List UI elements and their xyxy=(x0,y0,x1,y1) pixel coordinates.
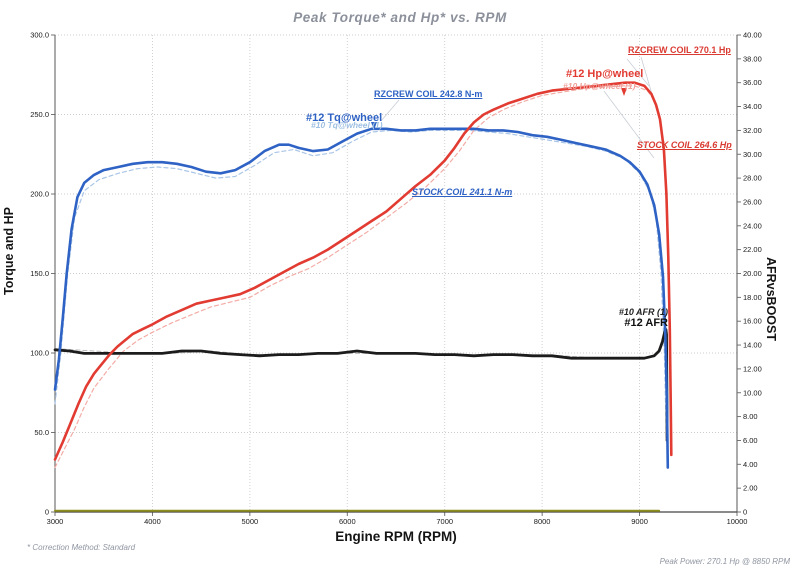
y-right-tick-label: 0 xyxy=(743,508,747,517)
y-left-tick-label: 100.0 xyxy=(30,349,49,358)
correction-method-note: * Correction Method: Standard xyxy=(27,543,136,552)
x-tick-label: 10000 xyxy=(727,517,748,526)
y-right-tick-label: 8.00 xyxy=(743,412,758,421)
leader-line xyxy=(626,58,650,87)
y-right-tick-label: 4.00 xyxy=(743,460,758,469)
y-axis-left-title: Torque and HP xyxy=(2,207,16,295)
y-right-tick-label: 10.00 xyxy=(743,388,762,397)
x-tick-label: 7000 xyxy=(436,517,453,526)
y-right-tick-label: 36.00 xyxy=(743,78,762,87)
chart-title: Peak Torque* and Hp* vs. RPM xyxy=(293,10,507,25)
y-right-tick-label: 22.00 xyxy=(743,245,762,254)
y-right-tick-label: 34.00 xyxy=(743,102,762,111)
y-left-tick-label: 300.0 xyxy=(30,31,49,40)
series-12-tq-wheel xyxy=(53,127,670,469)
y-left-tick-label: 150.0 xyxy=(30,269,49,278)
y-right-tick-label: 28.00 xyxy=(743,174,762,183)
y-right-tick-label: 30.00 xyxy=(743,150,762,159)
annotation-hp10-label: #10 Hp@wheel (1) xyxy=(563,81,636,91)
leader-line xyxy=(380,99,400,122)
y-right-tick-label: 6.00 xyxy=(743,436,758,445)
leader-line xyxy=(603,90,655,159)
annotation-stock-coil-hp: STOCK COIL 264.6 Hp xyxy=(637,140,732,150)
x-tick-label: 4000 xyxy=(144,517,161,526)
y-right-tick-label: 38.00 xyxy=(743,54,762,63)
y-right-tick-label: 26.00 xyxy=(743,197,762,206)
y-left-tick-label: 50.0 xyxy=(34,428,49,437)
y-right-tick-label: 14.00 xyxy=(743,341,762,350)
y-right-tick-label: 40.00 xyxy=(743,31,762,40)
series-12-afr xyxy=(53,328,669,442)
annotation-tq12-label: #12 Tq@wheel xyxy=(306,112,383,124)
y-right-tick-label: 32.00 xyxy=(743,126,762,135)
y-left-tick-label: 200.0 xyxy=(30,190,49,199)
series-10-afr-1 xyxy=(54,329,668,418)
annotation-rzcrew-coil-hp: RZCREW COIL 270.1 Hp xyxy=(628,45,731,55)
annotation-afr12-label: #12 AFR xyxy=(624,317,668,329)
y-axis-right-title: AFRvsBOOST xyxy=(764,256,778,342)
annotation-stock-coil-tq: STOCK COIL 241.1 N-m xyxy=(412,187,513,197)
marker-hp-pointer xyxy=(621,88,627,96)
y-left-tick-label: 0 xyxy=(45,508,49,517)
y-right-tick-label: 16.00 xyxy=(743,317,762,326)
y-right-tick-label: 12.00 xyxy=(743,364,762,373)
annotation-tq10-label: #10 Tq@wheel (1) xyxy=(311,120,383,130)
series-12-hp-wheel xyxy=(53,81,673,461)
annotation-hp12-label: #12 Hp@wheel xyxy=(566,68,644,80)
annotation-rzcrew-coil-tq: RZCREW COIL 242.8 N-m xyxy=(374,89,483,99)
marker-tq-pointer xyxy=(371,122,377,130)
x-tick-label: 5000 xyxy=(242,517,259,526)
series-10-hp-wheel-1 xyxy=(54,85,672,469)
y-right-tick-label: 24.00 xyxy=(743,221,762,230)
y-left-tick-label: 250.0 xyxy=(30,110,49,119)
y-right-tick-label: 18.00 xyxy=(743,293,762,302)
y-right-tick-label: 2.00 xyxy=(743,484,758,493)
x-tick-label: 3000 xyxy=(47,517,64,526)
annotation-afr10-label: #10 AFR (1) xyxy=(618,307,668,317)
x-axis-title: Engine RPM (RPM) xyxy=(335,529,457,544)
y-right-tick-label: 20.00 xyxy=(743,269,762,278)
series-10-tq-wheel-1 xyxy=(54,129,668,441)
x-tick-label: 9000 xyxy=(631,517,648,526)
peak-power-note: Peak Power: 270.1 Hp @ 8850 RPM xyxy=(659,557,790,566)
x-tick-label: 8000 xyxy=(534,517,551,526)
x-tick-label: 6000 xyxy=(339,517,356,526)
